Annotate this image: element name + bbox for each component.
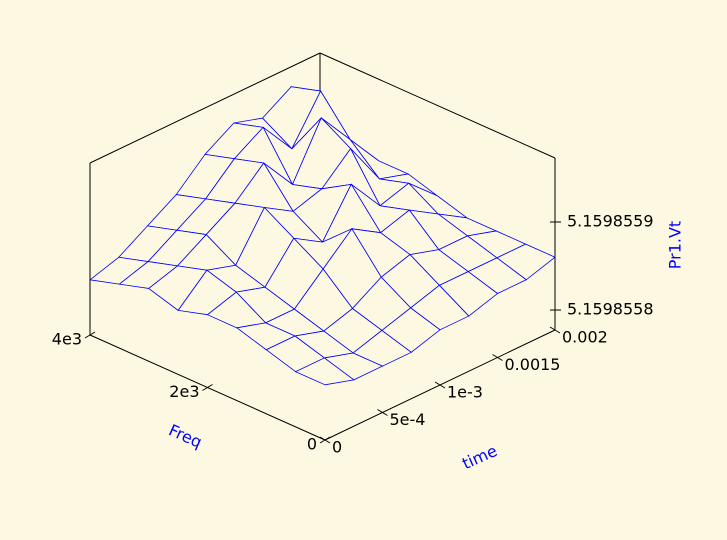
- y-tick-label: 0.002: [562, 328, 608, 347]
- x-axis-label: Freq: [166, 420, 205, 451]
- y-tick-label: 0.0015: [505, 355, 561, 374]
- y-tick-label: 0: [332, 438, 342, 457]
- y-tick: [319, 436, 331, 444]
- y-tick: [492, 354, 503, 361]
- x-tick-label: 4e3: [52, 330, 82, 349]
- z-tick-label: 5.1598558: [567, 300, 654, 319]
- x-tick-label: 2e3: [169, 382, 199, 401]
- surface: [89, 86, 556, 386]
- y-tick: [549, 326, 561, 334]
- z-tick-label: 5.1598559: [567, 211, 654, 230]
- y-tick-label: 1e-3: [447, 383, 483, 402]
- z-axis-label: Pr1.Vt: [666, 221, 685, 269]
- surface-cell: [294, 357, 355, 386]
- y-axis-label: time: [459, 441, 500, 473]
- x-tick: [84, 331, 96, 339]
- x-tick-label: 0: [307, 435, 317, 454]
- box-edge: [89, 52, 321, 164]
- y-tick: [434, 381, 446, 389]
- y-tick: [377, 409, 388, 416]
- x-tick: [202, 384, 213, 391]
- box-edge: [319, 52, 556, 159]
- y-tick-label: 5e-4: [390, 410, 426, 429]
